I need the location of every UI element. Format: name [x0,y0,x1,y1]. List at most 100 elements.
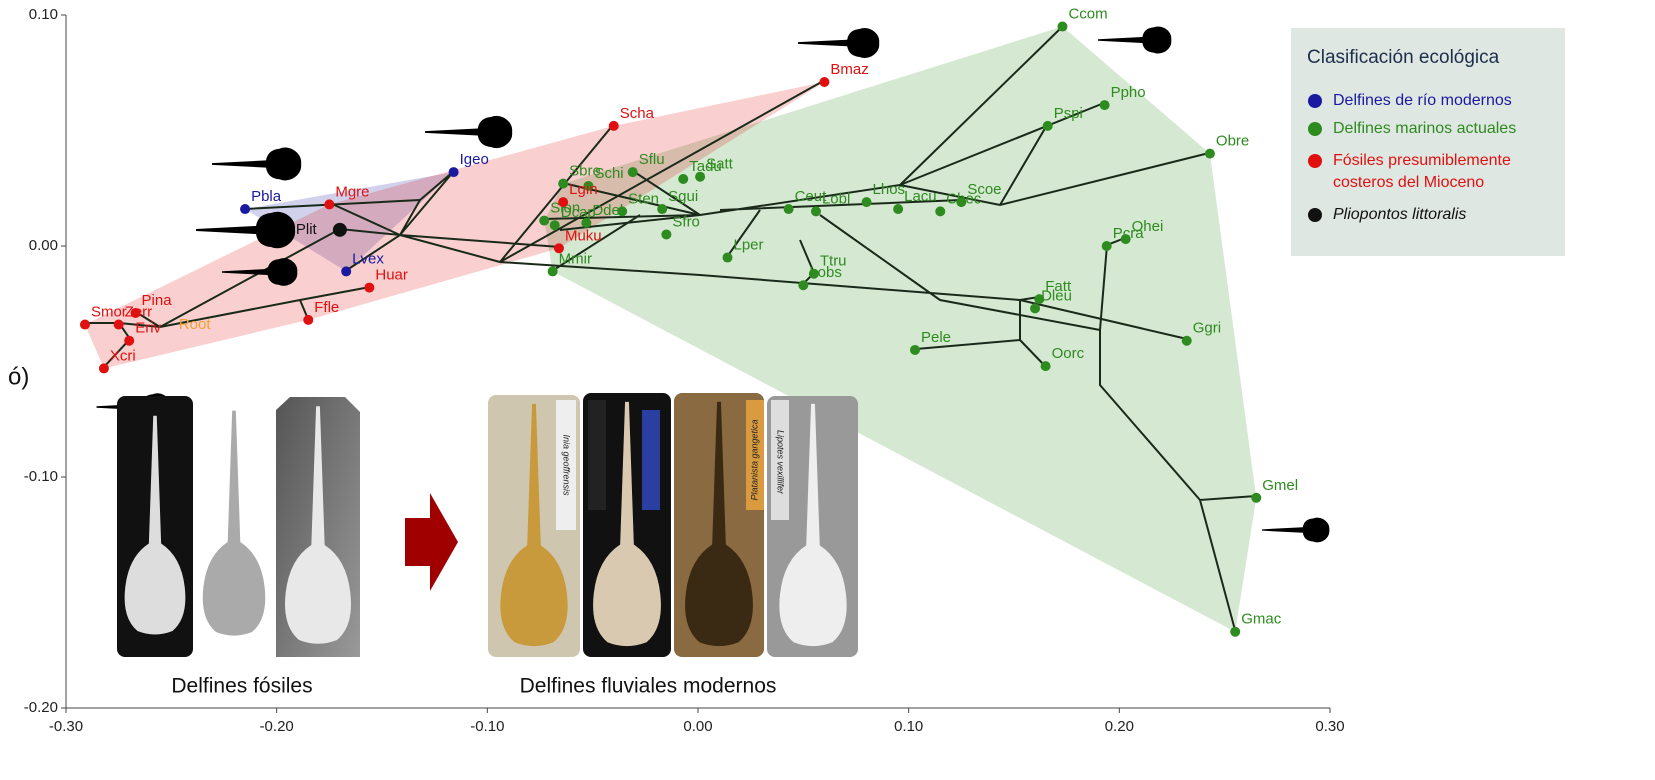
point-label: Pspi [1054,105,1083,122]
point [80,320,90,330]
point-label: Obre [1216,133,1249,150]
point-label: Ppho [1111,84,1146,101]
point-label: Ffle [314,299,339,316]
point [819,77,829,87]
point-label: Bmaz [830,61,868,78]
point [1100,100,1110,110]
point [124,336,134,346]
point-label: Muku [565,227,602,244]
point-label: Gmac [1241,611,1282,628]
point-label: Gmel [1262,477,1298,494]
x-tick-label: -0.30 [49,718,83,735]
point-label: Oorc [1052,345,1085,362]
x-tick-label: 0.10 [894,718,923,735]
modern-photos [488,393,858,657]
point-label: Ggri [1193,320,1221,337]
y-tick-label: -0.20 [24,699,58,716]
point [333,223,347,237]
point [661,229,671,239]
point [811,206,821,216]
legend-marker [1308,122,1322,136]
point [678,174,688,184]
point [1182,336,1192,346]
point [303,315,313,325]
point-label: Lacu [904,188,937,205]
legend-marker [1308,94,1322,108]
point [364,283,374,293]
point [554,243,564,253]
point [1251,493,1261,503]
point [893,204,903,214]
point-label: Sflu [639,151,665,168]
point-label: Lgin [569,181,597,198]
point-label: Lhos [873,181,906,198]
point [1030,303,1040,313]
point-label: Eriv [135,320,161,337]
y-axis-label: ó) [8,363,29,390]
legend-title: Clasificación ecológica [1307,47,1500,68]
point-label: Ddel [592,202,623,219]
point-label: Pele [921,329,951,346]
point [558,179,568,189]
point-label: Ohei [1132,218,1164,235]
point-label: Igeo [460,151,489,168]
point [1121,234,1131,244]
point [1043,121,1053,131]
point [657,204,667,214]
legend: Delfines de río modernos Delfines marinos… [1291,28,1565,256]
point-label: Lobs [809,264,842,281]
root-label: Root [179,316,212,333]
legend-marker [1308,154,1322,168]
point-label: Sten [628,190,659,207]
y-tick-label: 0.00 [29,237,58,254]
point [722,253,732,263]
point [449,167,459,177]
y-tick-label: -0.10 [24,468,58,485]
point-label: Chec [946,190,982,207]
point-label: Zerr [125,304,152,321]
legend-marker [1308,208,1322,222]
point [324,199,334,209]
photo-label: Platanista gangetica [749,419,759,500]
point-label: Satt [706,156,734,173]
point-label: Dleu [1041,287,1072,304]
point [798,280,808,290]
x-tick-label: 0.30 [1315,718,1344,735]
point [628,167,638,177]
point [935,206,945,216]
point [862,197,872,207]
point [548,266,558,276]
legend-label: Delfines marinos actuales [1333,120,1516,137]
point [1057,22,1067,32]
point [558,197,568,207]
point-label: Dcap [561,204,596,221]
y-tick-label: 0.10 [29,6,58,23]
point [1041,361,1051,371]
point-label: Pbla [251,188,282,205]
point-label: Lvex [352,250,384,267]
point [1230,627,1240,637]
x-tick-label: 0.00 [683,718,712,735]
arrow [405,493,458,591]
caption: Delfines fósiles [171,675,312,698]
x-tick-label: -0.20 [260,718,294,735]
point [539,216,549,226]
point [1102,241,1112,251]
point-label: Lobl [822,190,850,207]
legend-label: Delfines de río modernos [1333,92,1512,109]
point-label: Lper [733,237,763,254]
x-tick-label: 0.20 [1105,718,1134,735]
point [240,204,250,214]
point-label: Sgui [668,188,698,205]
point-label: Sfro [672,213,700,230]
point-label: Mmir [559,250,592,267]
point-label: Schi [594,165,623,182]
point-label: Huar [375,267,408,284]
point [695,172,705,182]
point-label: Scha [620,105,655,122]
chart: Delfines de río modernos Delfines marinos… [0,0,1655,780]
point-label: Smor [91,304,127,321]
photo-label: Lipotes vexillifer [776,430,786,495]
point [114,320,124,330]
point [341,266,351,276]
